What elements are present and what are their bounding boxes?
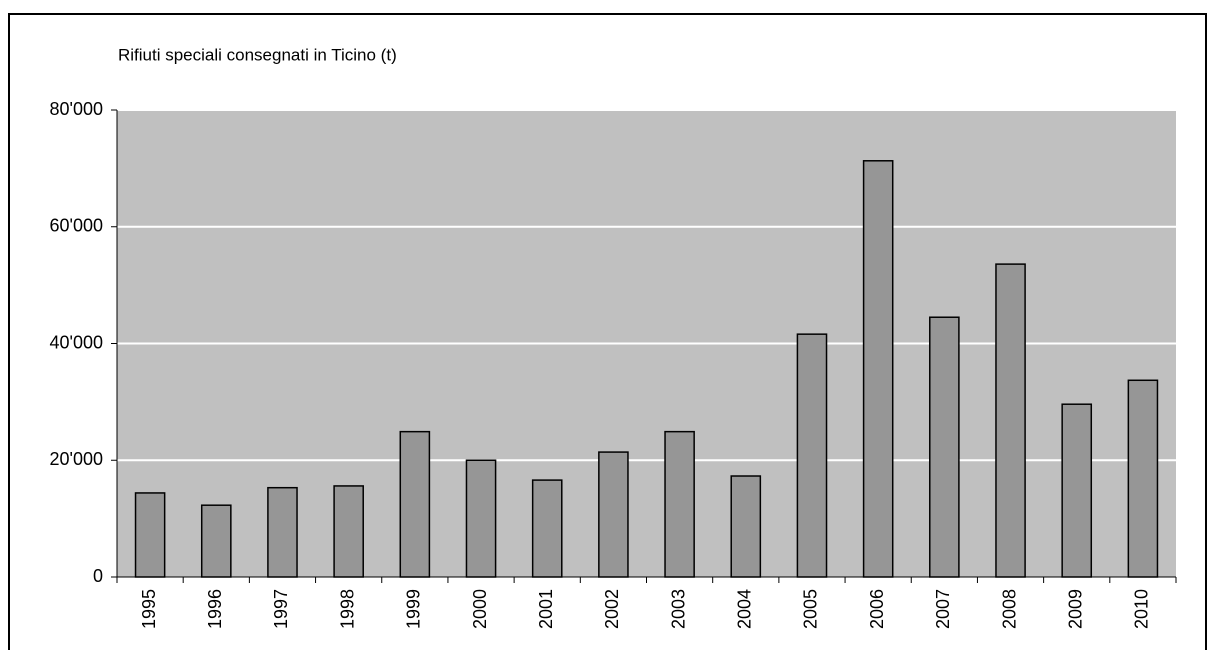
y-tick-label: 0 (93, 566, 103, 586)
y-tick-label: 60'000 (50, 216, 104, 236)
x-tick-label: 2004 (735, 589, 755, 629)
x-tick-label: 2008 (999, 589, 1019, 629)
bar (598, 451, 629, 578)
y-axis-label: Rifiuti speciali consegnati in Ticino (t… (118, 45, 397, 64)
bar (134, 492, 166, 578)
x-tick-label: 1999 (404, 589, 424, 629)
x-tick-label: 2000 (470, 589, 490, 629)
bar (531, 479, 563, 578)
x-tick-label: 2003 (668, 589, 688, 629)
bar (267, 486, 298, 578)
bar (465, 459, 497, 578)
bar (730, 475, 762, 578)
y-tick-label: 80'000 (50, 99, 104, 119)
x-tick-label: 2002 (602, 589, 622, 629)
y-tick-label: 20'000 (50, 449, 104, 469)
x-tick-label: 2007 (933, 589, 953, 629)
bar (399, 430, 431, 578)
x-tick-label: 2010 (1132, 589, 1152, 629)
x-tick-label: 1997 (271, 589, 291, 629)
x-tick-label: 1996 (205, 589, 225, 629)
x-tick-label: 2009 (1065, 589, 1085, 629)
bar (929, 316, 960, 578)
y-tick-label: 40'000 (50, 332, 104, 352)
x-tick-label: 1998 (337, 589, 357, 629)
bar (664, 430, 695, 578)
x-tick-label: 2001 (536, 589, 556, 629)
bar (200, 504, 232, 578)
x-tick-label: 2005 (801, 589, 821, 629)
bar (995, 263, 1026, 578)
bar (796, 333, 828, 578)
bar (862, 160, 894, 578)
x-tick-label: 1995 (139, 589, 159, 629)
bar (1061, 403, 1093, 578)
frame (8, 13, 1207, 650)
bar (1127, 379, 1159, 578)
x-tick-label: 2006 (867, 589, 887, 629)
bar (333, 485, 364, 578)
